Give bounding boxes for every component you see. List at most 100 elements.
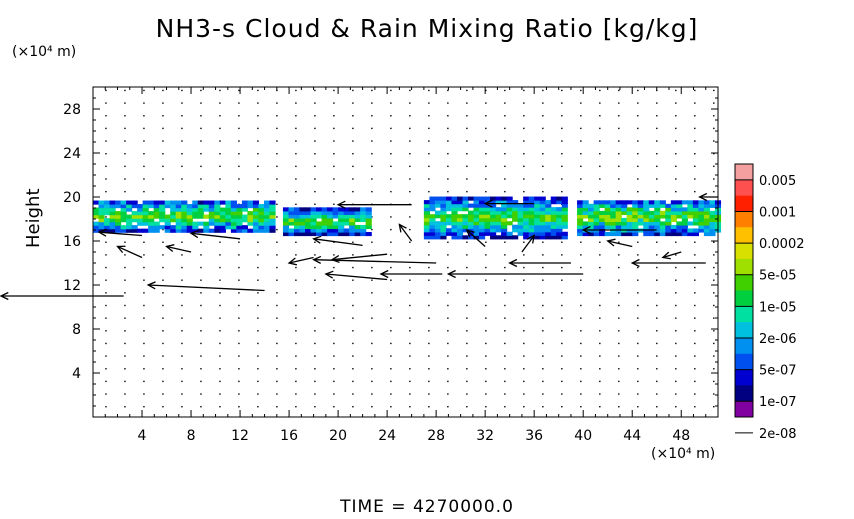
wind-dot [257, 330, 259, 332]
wind-dot [409, 178, 411, 180]
cloud-cell [153, 228, 160, 233]
cloud-cell [626, 231, 633, 237]
cloud-cell [545, 207, 552, 212]
cloud-cell [495, 224, 502, 229]
wind-dot [200, 406, 202, 408]
wind-dot [561, 406, 563, 408]
wind-dot [561, 153, 563, 155]
cloud-cell [545, 235, 552, 240]
wind-dot [656, 153, 658, 155]
wind-dot [352, 355, 354, 357]
wind-dot [561, 330, 563, 332]
cloud-cell [219, 218, 226, 223]
cloud-cell [214, 218, 221, 223]
wind-dot [200, 89, 202, 92]
cloud-cell [360, 214, 367, 219]
cloud-cell [687, 207, 694, 212]
cloud-cell [610, 224, 617, 230]
wind-dot [409, 292, 411, 294]
cloud-cell [484, 217, 491, 222]
cloud-cell [648, 200, 655, 205]
wind-dot [656, 406, 658, 408]
cloud-cell [175, 200, 182, 205]
wind-arrow [166, 245, 192, 253]
wind-dot [219, 330, 221, 332]
wind-dot [561, 317, 563, 319]
cloud-cell [214, 225, 221, 230]
wind-dot [694, 317, 696, 319]
wind-dot [124, 330, 126, 332]
cloud-cell [495, 200, 502, 205]
cloud-cell [462, 235, 469, 240]
cloud-cell [258, 207, 265, 212]
cloud-cell [582, 231, 589, 237]
cloud-cell [528, 196, 535, 201]
wind-dot [523, 178, 525, 180]
cloud-cell [208, 207, 215, 212]
wind-dot [181, 165, 183, 168]
colorbar-swatch [735, 195, 753, 212]
cloud-cell [104, 204, 111, 209]
wind-dot [352, 178, 354, 180]
cloud-cell [534, 221, 541, 226]
wind-dot [238, 102, 240, 104]
wind-dot [276, 228, 278, 231]
cloud-cell [534, 235, 541, 240]
cloud-cell [528, 224, 535, 229]
cloud-cell [539, 200, 546, 205]
cloud-cell [241, 204, 249, 209]
cloud-cell [299, 231, 306, 237]
wind-dot [333, 254, 335, 256]
cloud-cell [321, 231, 328, 237]
wind-dot [523, 254, 525, 256]
cloud-cell [545, 203, 552, 208]
cloud-cell [164, 225, 171, 230]
wind-dot [124, 406, 126, 408]
cloud-cell [621, 224, 628, 230]
cloud-cell [577, 221, 584, 226]
cloud-cell [451, 200, 458, 205]
cloud-cell [423, 214, 430, 219]
cloud-cell [490, 221, 497, 226]
wind-dot [409, 279, 411, 281]
wind-dot [162, 178, 164, 180]
wind-dot [504, 406, 506, 408]
wind-dot [447, 89, 449, 92]
colorbar-swatch [735, 243, 753, 260]
wind-dot [200, 380, 202, 383]
cloud-cell [506, 200, 513, 205]
cloud-cell [468, 214, 475, 219]
wind-dot [390, 153, 392, 155]
x-tick-label: 36 [525, 428, 543, 444]
wind-dot [618, 342, 620, 345]
cloud-cell [462, 196, 469, 201]
cloud-cell [137, 214, 144, 219]
wind-arrow [398, 224, 413, 242]
cloud-cell [490, 224, 497, 229]
wind-dot [485, 241, 487, 243]
time-footer: TIME = 4270000.0 [340, 497, 514, 517]
cloud-cell [692, 231, 699, 237]
wind-dot [238, 406, 240, 408]
wind-dot [523, 190, 525, 193]
cloud-cell [561, 224, 568, 229]
wind-dot [409, 190, 411, 193]
wind-dot [523, 115, 525, 117]
cloud-cell [360, 231, 367, 237]
wind-dot [124, 304, 126, 307]
cloud-cell [258, 211, 265, 216]
cloud-cell [462, 224, 469, 229]
wind-dot [181, 190, 183, 193]
cloud-cell [170, 200, 177, 205]
wind-arrow [288, 256, 314, 264]
cloud-cell [703, 221, 711, 226]
wind-dot [200, 342, 202, 345]
wind-dot [314, 266, 316, 269]
cloud-cell [338, 210, 345, 215]
wind-dot [523, 140, 525, 142]
wind-dot [371, 406, 373, 408]
wind-dot [314, 368, 316, 370]
wind-arrow-head [189, 230, 199, 239]
wind-dot [523, 153, 525, 155]
wind-dot [162, 304, 164, 307]
